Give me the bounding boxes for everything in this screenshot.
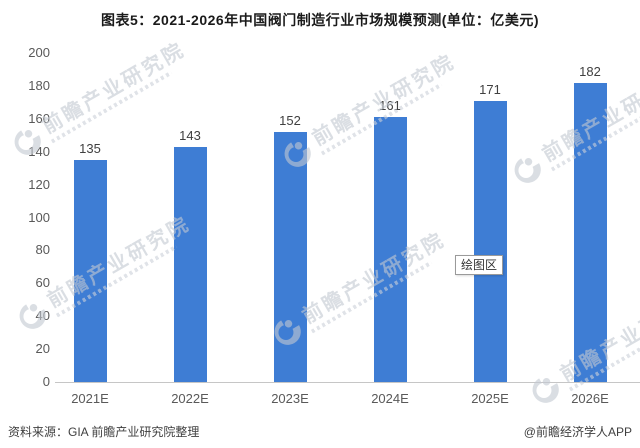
x-axis-label-2022E: 2022E bbox=[171, 391, 209, 406]
bar-2024E[interactable] bbox=[373, 117, 407, 382]
x-axis-label-2026E: 2026E bbox=[571, 391, 609, 406]
bar-2023E[interactable] bbox=[273, 131, 307, 382]
x-axis-label-2025E: 2025E bbox=[471, 391, 509, 406]
bar-2022E[interactable] bbox=[173, 146, 207, 382]
bar-2025E[interactable] bbox=[473, 100, 507, 382]
y-tick-label: 120 bbox=[28, 176, 50, 192]
y-tick-label: 20 bbox=[35, 341, 50, 357]
x-axis-label-2024E: 2024E bbox=[371, 391, 409, 406]
plot-area-tooltip: 绘图区 bbox=[455, 255, 504, 275]
bar-column-2024E: 161 bbox=[340, 53, 440, 382]
chart-title: 图表5：2021-2026年中国阀门制造行业市场规模预测(单位：亿美元) bbox=[100, 12, 540, 28]
x-axis-line bbox=[55, 382, 640, 383]
y-tick-label: 0 bbox=[42, 374, 50, 389]
bar-column-2025E: 171 bbox=[440, 53, 540, 382]
bar-column-2026E: 182 bbox=[540, 53, 640, 382]
bar-value-label-2023E: 152 bbox=[279, 112, 301, 128]
source-note: 资料来源：GIA 前瞻产业研究院整理 bbox=[8, 425, 200, 439]
y-tick-label: 200 bbox=[28, 45, 50, 60]
y-axis: 0 20 40 60 80 100 120 140 160 180 200 bbox=[0, 45, 50, 389]
y-tick-label: 160 bbox=[28, 110, 50, 126]
y-tick-label: 60 bbox=[35, 275, 50, 291]
bar-value-label-2021E: 135 bbox=[79, 140, 101, 156]
bar-column-2022E: 143 bbox=[140, 53, 240, 382]
x-axis-labels: 2021E 2022E 2023E 2024E 2025E 2026E bbox=[40, 391, 640, 406]
bar-value-label-2025E: 171 bbox=[479, 81, 501, 97]
bar-2021E[interactable] bbox=[73, 159, 107, 382]
y-tick-label: 100 bbox=[28, 209, 50, 225]
bar-column-2023E: 152 bbox=[240, 53, 340, 382]
bar-column-2021E: 135 bbox=[40, 53, 140, 382]
x-axis-label-2023E: 2023E bbox=[271, 391, 309, 406]
bar-2026E[interactable] bbox=[573, 82, 607, 382]
plot-area[interactable]: 135 143 152 161 171 182 bbox=[40, 53, 640, 382]
bar-value-label-2024E: 161 bbox=[379, 98, 401, 114]
y-tick-label: 180 bbox=[28, 77, 50, 93]
x-axis-label-2021E: 2021E bbox=[71, 391, 109, 406]
brand-credit: @前瞻经济学人APP bbox=[523, 425, 632, 439]
bar-value-label-2026E: 182 bbox=[579, 63, 601, 79]
bar-value-label-2022E: 143 bbox=[179, 127, 201, 143]
footer: 资料来源：GIA 前瞻产业研究院整理 @前瞻经济学人APP bbox=[8, 423, 632, 440]
y-tick-label: 80 bbox=[35, 242, 50, 258]
